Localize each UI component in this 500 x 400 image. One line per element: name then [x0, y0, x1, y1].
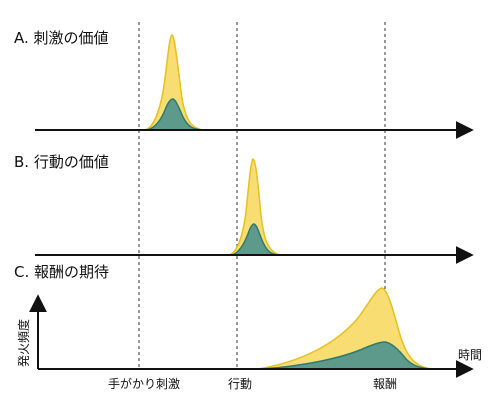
y-axis-label: 発火頻度: [16, 319, 31, 367]
panel-a-curves: [144, 34, 204, 131]
panel-a-inner-curve: [146, 98, 203, 131]
x-axis-label: 時間: [458, 348, 482, 362]
panel-b-title: B. 行動の価値: [14, 153, 109, 171]
panel-b-curves: [228, 158, 281, 256]
panel-b-outer-curve: [228, 158, 281, 256]
panel-c-title: C. 報酬の期待: [14, 263, 109, 281]
reward-event-label: 報酬: [373, 377, 397, 391]
panel-a-title: A. 刺激の価値: [14, 29, 109, 47]
panel-c-inner-curve: [261, 341, 431, 370]
action-event-label: 行動: [228, 377, 252, 391]
panel-b-inner-curve: [231, 223, 279, 256]
panel-a-outer-curve: [144, 34, 204, 131]
panel-c-curves: [257, 287, 433, 370]
cue-event-label: 手がかり刺激: [108, 376, 180, 391]
